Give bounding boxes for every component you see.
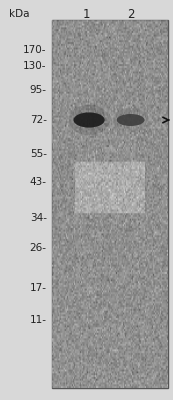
Text: 72-: 72- bbox=[30, 115, 47, 125]
Text: 95-: 95- bbox=[30, 85, 47, 95]
Text: 34-: 34- bbox=[30, 213, 47, 223]
Text: 17-: 17- bbox=[30, 283, 47, 293]
Bar bbox=[52, 20, 168, 388]
Text: 26-: 26- bbox=[30, 243, 47, 253]
Text: 43-: 43- bbox=[30, 177, 47, 187]
Text: 130-: 130- bbox=[23, 61, 47, 71]
Text: 11-: 11- bbox=[30, 315, 47, 325]
Text: 170-: 170- bbox=[23, 45, 47, 55]
Ellipse shape bbox=[74, 112, 105, 128]
Ellipse shape bbox=[113, 108, 149, 132]
Text: 1: 1 bbox=[83, 8, 90, 20]
Text: kDa: kDa bbox=[9, 9, 29, 19]
Ellipse shape bbox=[69, 105, 109, 135]
Text: 2: 2 bbox=[127, 8, 134, 20]
Text: 55-: 55- bbox=[30, 149, 47, 159]
Ellipse shape bbox=[117, 114, 144, 126]
